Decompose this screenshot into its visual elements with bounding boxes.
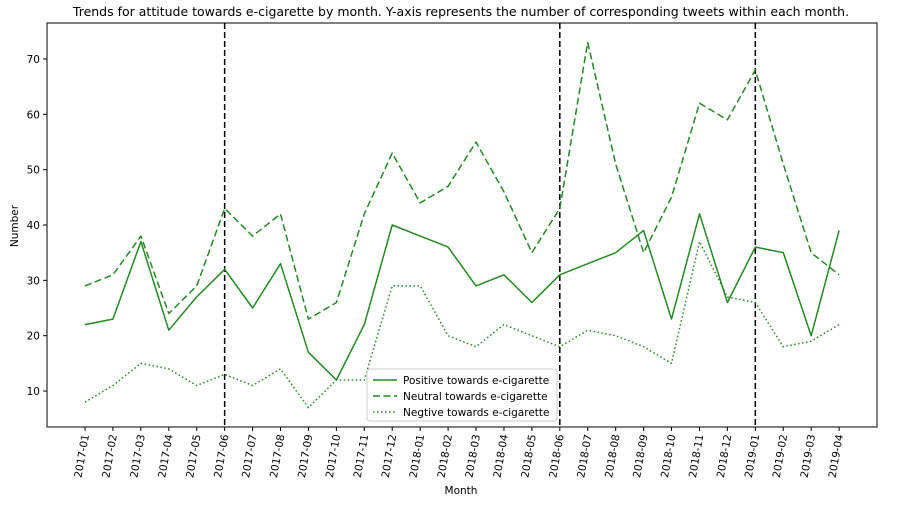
x-tick-label: 2017-05 <box>184 433 203 478</box>
x-tick-label: 2018-05 <box>519 433 538 478</box>
x-tick-label: 2018-12 <box>715 433 734 478</box>
x-tick-label: 2018-06 <box>547 433 566 479</box>
y-tick-label: 70 <box>27 54 40 66</box>
x-tick-label: 2018-02 <box>436 433 455 478</box>
legend-label: Positive towards e-cigarette <box>403 375 549 387</box>
x-tick-label: 2017-10 <box>324 433 343 478</box>
chart-title: Trends for attitude towards e-cigarette … <box>72 4 849 19</box>
series-line-3 <box>84 240 840 409</box>
x-tick-label: 2018-11 <box>687 433 706 478</box>
y-tick-label: 50 <box>27 165 40 177</box>
x-tick-label: 2018-07 <box>575 433 594 478</box>
x-tick-label: 2017-06 <box>212 433 231 479</box>
x-tick-label: 2018-08 <box>603 433 622 478</box>
series-line-1 <box>84 213 840 381</box>
y-tick-label: 60 <box>27 109 40 121</box>
x-tick-label: 2017-04 <box>156 433 175 479</box>
x-tick-label: 2018-10 <box>659 433 678 478</box>
x-tick-label: 2017-08 <box>268 433 287 478</box>
x-tick-label: 2019-04 <box>827 433 846 479</box>
y-tick-label: 40 <box>27 220 40 232</box>
y-tick-label: 10 <box>27 386 40 398</box>
plot-frame <box>46 22 878 428</box>
x-tick-label: 2018-01 <box>408 433 427 478</box>
x-tick-label: 2017-11 <box>352 433 371 478</box>
x-tick-label: 2017-07 <box>240 433 259 478</box>
data-point <box>614 334 617 337</box>
x-tick-label: 2019-03 <box>799 433 818 478</box>
x-tick-label: 2018-04 <box>491 433 510 479</box>
x-tick-label: 2017-12 <box>380 433 399 478</box>
y-tick-label: 20 <box>27 331 40 343</box>
plot-area: 10 20 30 40 50 60 70 2017-01 2017-02 2017-03 2017-… <box>27 22 878 479</box>
x-tick-label: 2017-01 <box>73 433 92 478</box>
y-tick-label: 30 <box>27 275 40 287</box>
x-tick-label: 2019-02 <box>771 433 790 478</box>
x-tick-label: 2018-03 <box>464 433 483 478</box>
series-line-2 <box>84 41 840 320</box>
legend-label: Negtive towards e-cigarette <box>403 407 549 419</box>
x-tick-label: 2017-09 <box>296 433 315 478</box>
legend-box <box>366 368 558 422</box>
x-axis-label: Month <box>445 485 478 497</box>
legend-label: Neutral towards e-cigarette <box>403 391 548 403</box>
y-axis-label: Number <box>9 204 21 247</box>
x-tick-label: 2017-02 <box>100 433 119 478</box>
x-tick-label: 2019-01 <box>743 433 762 478</box>
x-tick-label: 2017-03 <box>128 433 147 478</box>
x-tick-label: 2018-09 <box>631 433 650 478</box>
